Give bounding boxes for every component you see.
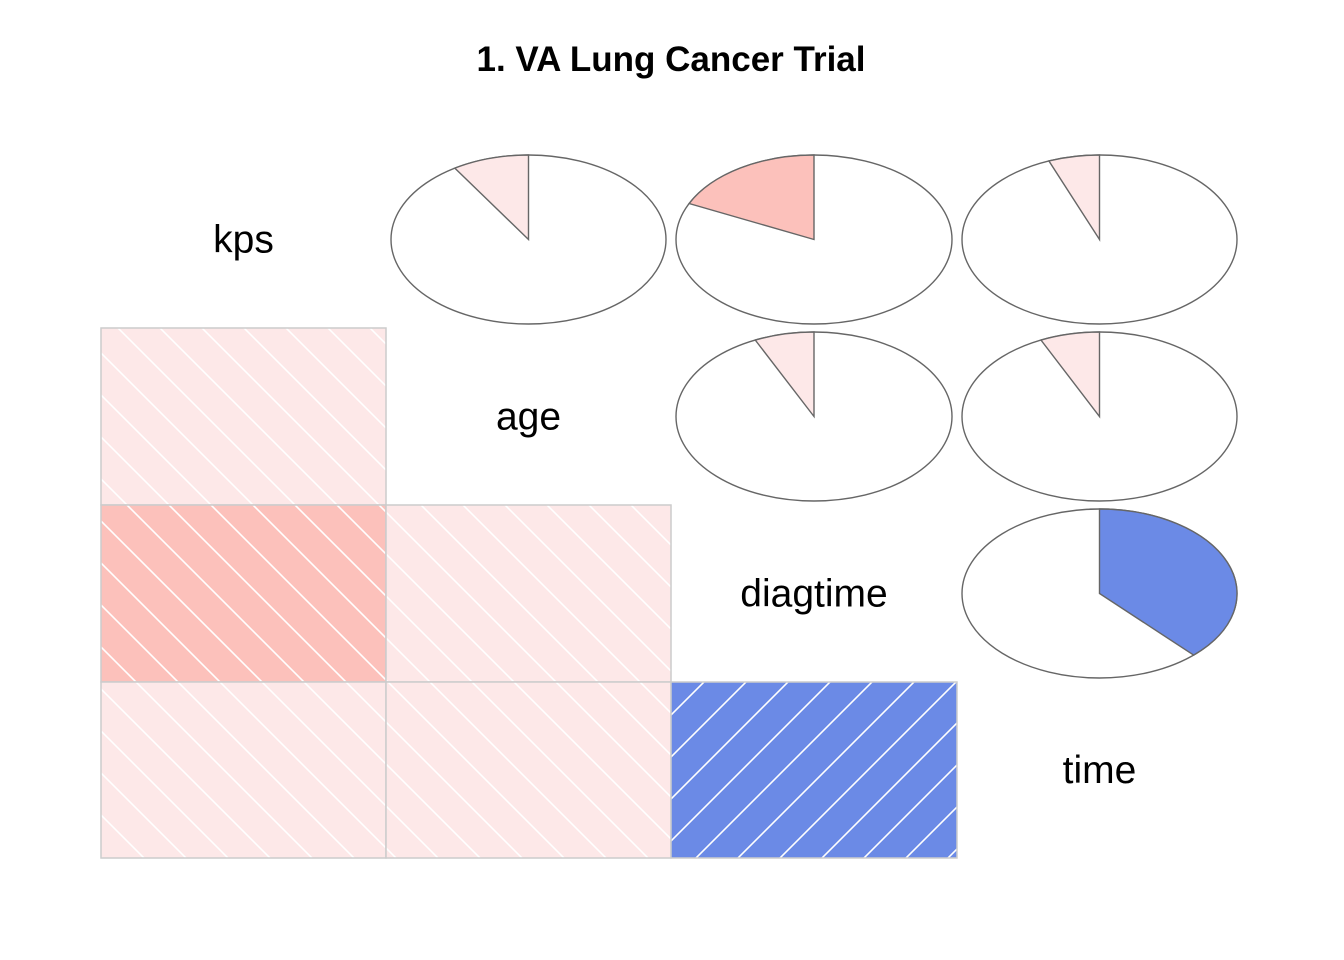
pie-cell-age-time <box>961 331 1238 502</box>
pie-slice-kps-age <box>453 154 530 242</box>
variable-label-time: time <box>1063 749 1137 792</box>
pie-slice-diagtime-time <box>1098 508 1238 656</box>
correlogram-cells <box>100 154 1238 859</box>
pie-cell-kps-age <box>390 154 667 325</box>
pie-slice-kps-diagtime <box>687 154 815 241</box>
shade-cell-time-age <box>385 681 672 859</box>
shade-cell-time-diagtime <box>670 681 958 859</box>
variable-labels: kps age diagtime time <box>213 219 1136 793</box>
pie-cell-diagtime-time <box>961 508 1238 679</box>
shade-cell-diagtime-kps <box>100 504 387 683</box>
shade-cell-age-kps <box>100 327 387 506</box>
pie-slice-kps-time <box>1047 154 1101 242</box>
variable-label-kps: kps <box>213 219 274 262</box>
variable-label-age: age <box>496 396 561 439</box>
shade-cell-diagtime-age <box>385 504 672 683</box>
pie-cell-kps-time <box>961 154 1238 325</box>
pie-cell-age-diagtime <box>675 331 953 502</box>
pie-cell-kps-diagtime <box>675 154 953 325</box>
pie-slice-age-time <box>1039 331 1101 419</box>
variable-label-diagtime: diagtime <box>740 573 887 616</box>
chart-title: 1. VA Lung Cancer Trial <box>477 40 866 79</box>
shade-cell-time-kps <box>100 681 387 859</box>
pie-slice-age-diagtime <box>754 331 815 419</box>
